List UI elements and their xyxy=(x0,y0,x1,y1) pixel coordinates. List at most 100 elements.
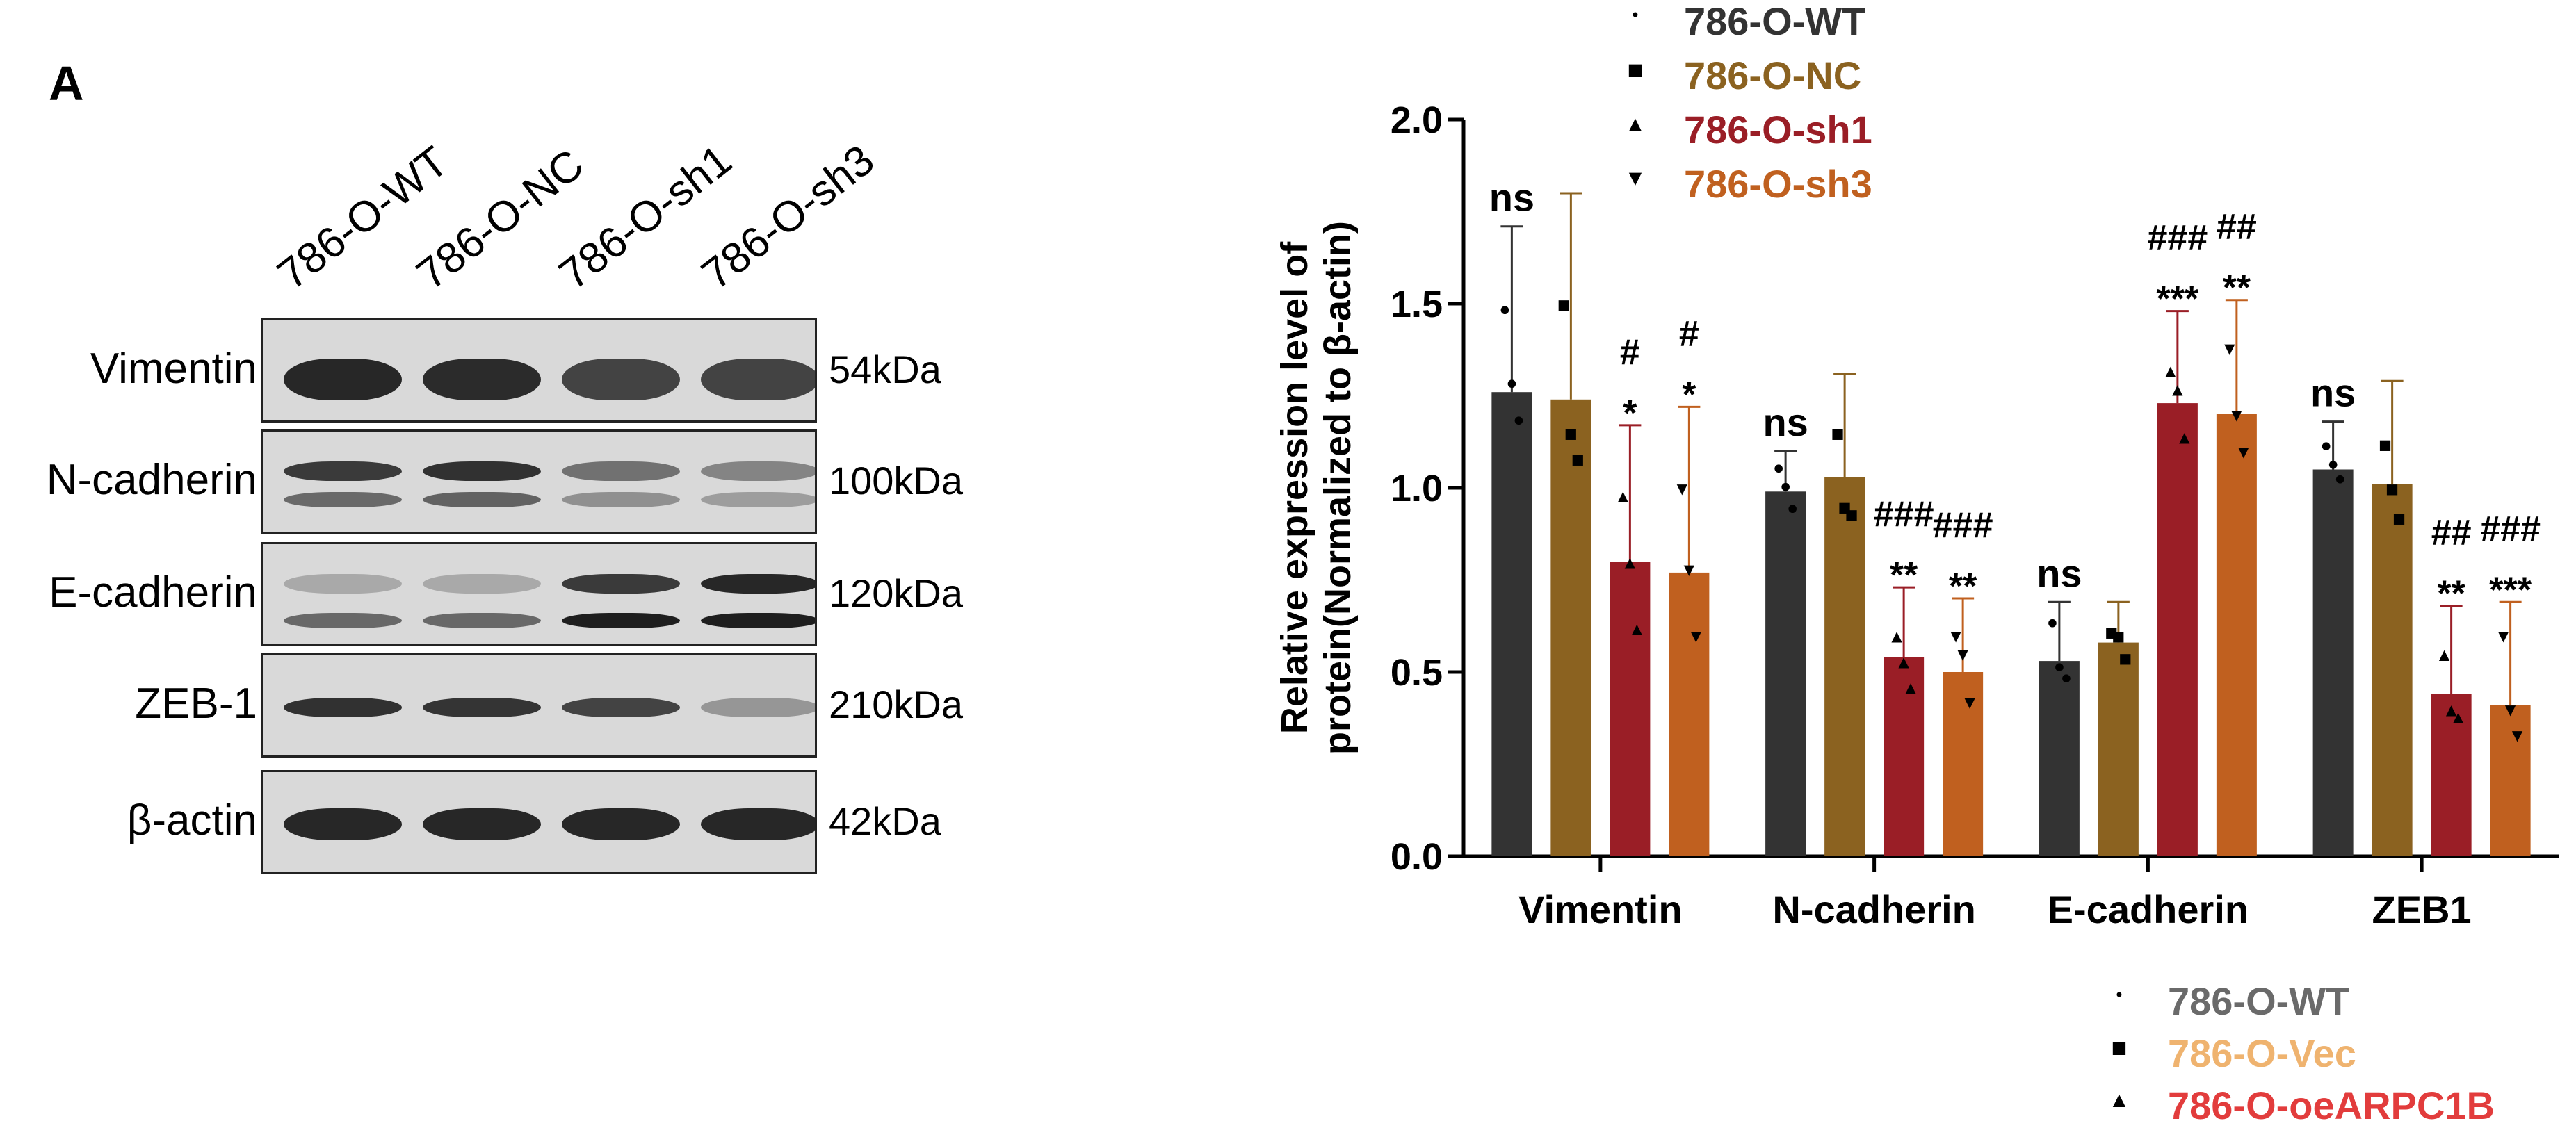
data-point: ■ xyxy=(2392,509,2406,526)
data-point: ▲ xyxy=(1898,653,1909,670)
blot-band xyxy=(701,359,815,400)
data-point: ▲ xyxy=(1632,620,1643,637)
blot-band xyxy=(423,613,541,628)
data-point: • xyxy=(2318,432,2335,464)
significance-label: * xyxy=(1623,393,1637,434)
blot-band xyxy=(284,359,402,400)
legend-bottom-marker: ■ xyxy=(2112,1038,2128,1057)
data-point: • xyxy=(1770,454,1787,486)
kda-label: 54kDa xyxy=(829,347,941,391)
data-point: • xyxy=(1777,472,1794,504)
blot-band xyxy=(284,698,402,717)
significance-label: ** xyxy=(1890,555,1918,596)
y-axis-title: Relative expression level ofprotein(Norm… xyxy=(1274,221,1359,755)
blot-band xyxy=(701,698,815,717)
western-blot: 786-O-WT 786-O-NC 786-O-sh1 786-O-sh3 Viment… xyxy=(0,0,1043,973)
significance-label: ** xyxy=(2437,574,2465,614)
data-point: • xyxy=(1497,295,1514,327)
significance-label: ### xyxy=(1874,494,1934,534)
blot-band xyxy=(701,461,815,481)
legend-top-marker: ▼ xyxy=(1629,168,1642,188)
data-point: ▼ xyxy=(1950,628,1961,644)
blot-band xyxy=(423,492,541,507)
bar xyxy=(1765,491,1806,856)
significance-label: ns xyxy=(1763,400,1808,444)
blot-strip xyxy=(261,318,817,423)
protein-label: ZEB-1 xyxy=(135,680,257,728)
significance-label: ns xyxy=(1489,176,1534,220)
data-point: ■ xyxy=(1845,506,1858,523)
bar xyxy=(1669,572,1710,856)
data-point: ■ xyxy=(2385,480,2399,497)
bar xyxy=(1943,672,1984,856)
bar xyxy=(2431,694,2472,856)
bar xyxy=(1824,477,1865,856)
data-point: • xyxy=(1504,369,1521,401)
blot-band xyxy=(562,613,680,628)
data-point: ▲ xyxy=(2179,429,2190,445)
blot-band xyxy=(562,461,680,481)
significance-label: *** xyxy=(2489,570,2532,610)
blot-band xyxy=(701,492,815,507)
blot-band xyxy=(562,492,680,507)
panel-label: A xyxy=(49,56,84,111)
data-point: ▲ xyxy=(2439,646,2450,663)
data-point: ▲ xyxy=(2453,709,2464,726)
bar xyxy=(2216,414,2257,856)
blot-band xyxy=(562,359,680,400)
data-point: ▼ xyxy=(2231,407,2242,423)
data-point: ▲ xyxy=(1618,488,1629,505)
legend-bottom-marker: ▲ xyxy=(2113,1090,2126,1109)
blot-band xyxy=(562,808,680,840)
blot-strip xyxy=(261,770,817,874)
blot-band xyxy=(284,613,402,628)
blot-band xyxy=(562,574,680,594)
bar xyxy=(2157,403,2198,856)
data-point: • xyxy=(2051,653,2068,685)
data-point: ▲ xyxy=(2446,701,2457,718)
legend-bottom-marker: • xyxy=(2114,985,2124,1005)
significance-label: ## xyxy=(2217,207,2257,247)
blot-band xyxy=(423,461,541,481)
blot-band xyxy=(284,492,402,507)
protein-label: N-cadherin xyxy=(46,456,257,504)
significance-label: # xyxy=(1679,313,1699,354)
kda-label: 100kDa xyxy=(829,459,964,502)
blot-band xyxy=(701,613,815,628)
blot-band xyxy=(423,359,541,400)
bar xyxy=(1550,399,1591,856)
data-point: ▼ xyxy=(2238,443,2249,460)
legend-bottom-label: 786-O-oeARPC1B xyxy=(2168,1083,2495,1121)
data-point: ▲ xyxy=(1905,679,1916,696)
legend-top-label: 786-O-sh1 xyxy=(1684,108,1872,152)
legend-top-label: 786-O-NC xyxy=(1684,54,1861,97)
bar xyxy=(1610,562,1651,856)
legend-bottom-label: 786-O-Vec xyxy=(2168,1031,2356,1075)
legend-top-marker: • xyxy=(1630,6,1640,25)
data-point: ■ xyxy=(1831,425,1845,442)
data-point: • xyxy=(2058,664,2075,696)
blot-band xyxy=(423,808,541,840)
y-tick-label: 1.0 xyxy=(1391,468,1443,509)
blot-band xyxy=(284,808,402,840)
data-point: ▼ xyxy=(1957,646,1968,663)
data-point: • xyxy=(1784,494,1801,526)
data-point: ■ xyxy=(1838,499,1852,516)
legend-top-marker: ▲ xyxy=(1629,114,1642,133)
significance-label: ### xyxy=(1933,505,1993,546)
blot-band xyxy=(423,574,541,594)
data-point: ■ xyxy=(2119,650,2132,666)
data-point: ▲ xyxy=(2172,381,2183,398)
bar xyxy=(1491,392,1532,856)
blot-band xyxy=(284,461,402,481)
data-point: ▼ xyxy=(1684,562,1695,578)
bar xyxy=(1884,657,1925,856)
significance-label: *** xyxy=(2157,279,2199,320)
data-point: ▲ xyxy=(1625,554,1636,571)
bar xyxy=(2098,642,2139,856)
data-point: ▼ xyxy=(2512,727,2523,744)
blot-band xyxy=(284,574,402,594)
data-point: ▼ xyxy=(1677,480,1688,497)
blot-band xyxy=(701,808,815,840)
